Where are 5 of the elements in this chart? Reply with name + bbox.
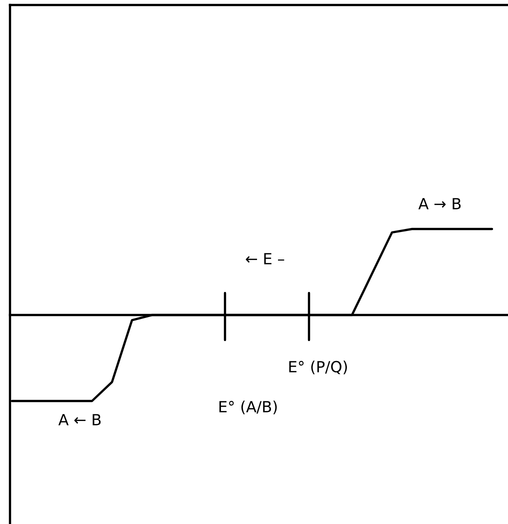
annotation: E° (P/Q) xyxy=(289,360,347,374)
annotation: E° (A/B) xyxy=(219,400,277,414)
text: A → B xyxy=(418,198,461,210)
text: A ← B xyxy=(58,414,101,426)
annotation: ← E – xyxy=(246,253,284,264)
